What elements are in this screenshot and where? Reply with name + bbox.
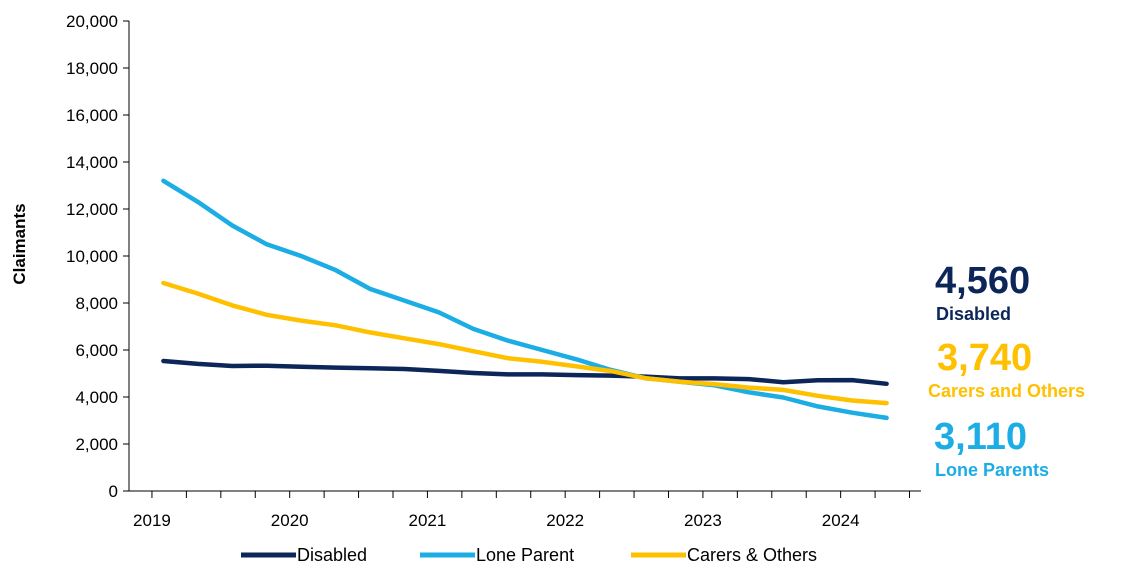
y-tick-label: 14,000 [66,153,118,172]
x-tick-label: 2019 [133,511,171,530]
axis-labels: 0 2,000 4,000 6,000 8,000 10,000 12,000 14,000 1… [66,12,860,530]
callout-disabled-label: Disabled [936,304,1011,324]
callout-disabled: 4,560 Disabled [935,260,1030,324]
callout-lone-parents: 3,110 Lone Parents [934,416,1049,480]
y-tick-label: 8,000 [75,294,118,313]
callout-carers-value: 3,740 [937,337,1032,379]
legend-label: Disabled [297,545,367,565]
y-tick-label: 12,000 [66,200,118,219]
x-tick-label: 2024 [822,511,860,530]
x-tick-label: 2022 [546,511,584,530]
legend-label: Carers & Others [687,545,817,565]
y-tick-label: 20,000 [66,12,118,31]
callout-carers: 3,740 Carers and Others [928,337,1085,401]
y-tick-label: 6,000 [75,341,118,360]
y-tick-label: 0 [109,482,118,501]
callout-lone-parents-label: Lone Parents [935,460,1049,480]
y-tick-label: 2,000 [75,435,118,454]
series-line-lone-parent [161,178,889,421]
legend: Disabled Lone Parent Carers & Others [241,545,817,565]
y-tick-label: 16,000 [66,106,118,125]
legend-item-carers-others: Carers & Others [631,545,817,565]
y-tick-label: 10,000 [66,247,118,266]
series-line-disabled [161,358,889,387]
series-line-carers-others [161,280,889,406]
legend-label: Lone Parent [476,545,574,565]
y-tick-label: 18,000 [66,59,118,78]
x-tick-label: 2020 [271,511,309,530]
axes [123,20,921,498]
callout-lone-parents-value: 3,110 [934,416,1027,458]
x-tick-label: 2021 [409,511,447,530]
callout-carers-label: Carers and Others [928,381,1085,401]
legend-item-disabled: Disabled [241,545,367,565]
x-tick-label: 2023 [684,511,722,530]
y-axis-title: Claimants [10,203,29,284]
y-tick-label: 4,000 [75,388,118,407]
series-lines [161,178,889,421]
callout-disabled-value: 4,560 [935,260,1030,302]
legend-item-lone-parent: Lone Parent [420,545,574,565]
